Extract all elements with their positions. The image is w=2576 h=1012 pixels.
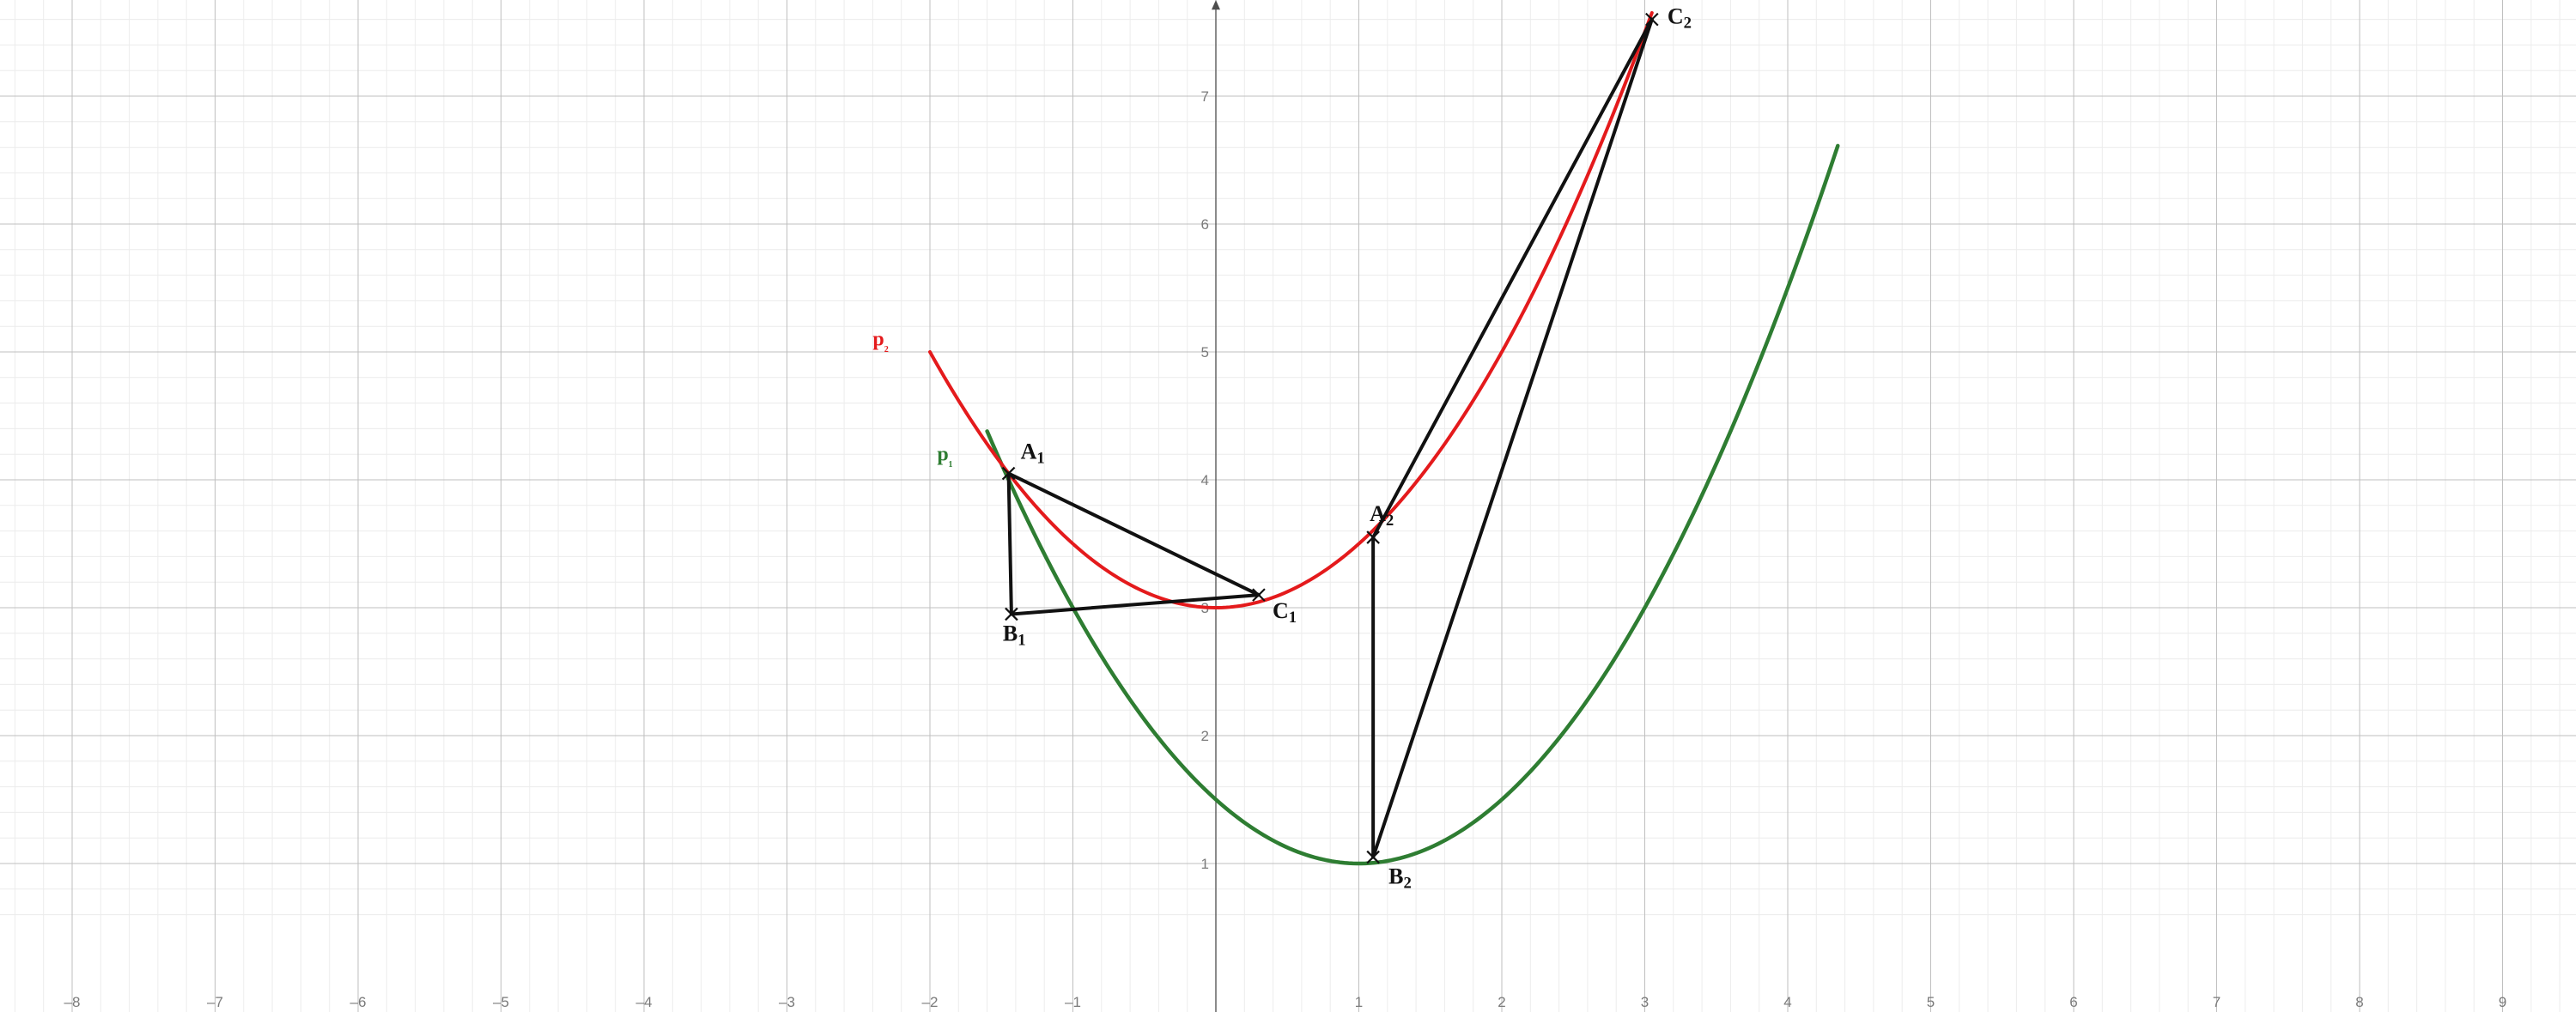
y-tick-label: 1 bbox=[1201, 856, 1209, 872]
x-tick-label: 7 bbox=[2213, 994, 2221, 1010]
x-tick-label: –5 bbox=[493, 994, 509, 1010]
x-tick-label: 8 bbox=[2355, 994, 2363, 1010]
y-tick-label: 6 bbox=[1201, 216, 1209, 233]
x-tick-label: 9 bbox=[2499, 994, 2506, 1010]
y-tick-label: 5 bbox=[1201, 344, 1209, 361]
x-tick-label: –2 bbox=[922, 994, 939, 1010]
x-tick-label: –4 bbox=[636, 994, 653, 1010]
x-tick-label: 6 bbox=[2069, 994, 2077, 1010]
x-tick-label: –3 bbox=[779, 994, 795, 1010]
x-tick-label: 5 bbox=[1927, 994, 1935, 1010]
x-tick-label: –1 bbox=[1065, 994, 1081, 1010]
x-tick-label: –7 bbox=[207, 994, 223, 1010]
y-tick-label: 4 bbox=[1201, 472, 1209, 488]
x-tick-label: 1 bbox=[1355, 994, 1363, 1010]
y-tick-label: 2 bbox=[1201, 728, 1209, 744]
coordinate-plot: –8–7–6–5–4–3–2–11234567891234567p₁p₂A1B1… bbox=[0, 0, 2576, 1012]
x-tick-label: –8 bbox=[64, 994, 81, 1010]
x-tick-label: 4 bbox=[1783, 994, 1791, 1010]
y-tick-label: 7 bbox=[1201, 88, 1209, 105]
x-tick-label: 2 bbox=[1498, 994, 1505, 1010]
x-tick-label: 3 bbox=[1641, 994, 1649, 1010]
x-tick-label: –6 bbox=[350, 994, 367, 1010]
